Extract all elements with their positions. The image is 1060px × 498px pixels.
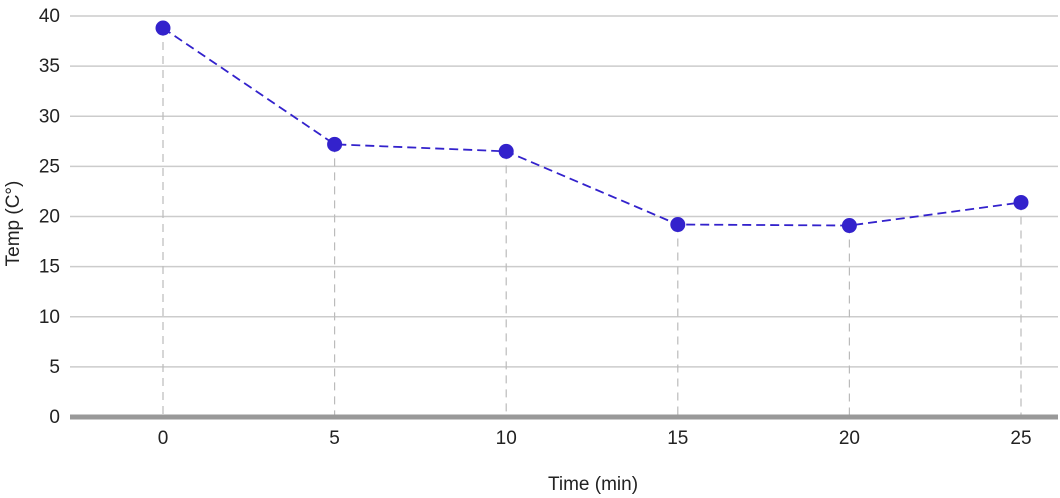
y-axis-title: Temp (C°) — [3, 181, 24, 267]
data-point — [327, 136, 343, 152]
x-droplines — [162, 28, 1022, 417]
x-tick-label: 10 — [496, 428, 517, 449]
x-axis-ticks: 0 5 10 15 20 25 — [158, 428, 1032, 449]
y-tick-label: 15 — [39, 257, 60, 278]
y-tick-label: 25 — [39, 156, 60, 177]
y-tick-label: 40 — [39, 6, 60, 27]
data-point — [841, 218, 857, 234]
y-axis-ticks: 0 5 10 15 20 25 30 35 40 — [39, 6, 60, 428]
y-tick-label: 0 — [49, 407, 60, 428]
series-line — [162, 27, 1022, 227]
y-tick-label: 20 — [39, 207, 60, 228]
y-tick-label: 10 — [39, 307, 60, 328]
x-tick-label: 5 — [329, 428, 340, 449]
x-axis-title: Time (min) — [548, 474, 638, 495]
data-point — [498, 143, 514, 159]
x-tick-label: 0 — [158, 428, 169, 449]
x-tick-label: 20 — [839, 428, 860, 449]
y-gridlines — [70, 15, 1058, 368]
x-tick-label: 25 — [1010, 428, 1031, 449]
y-tick-label: 35 — [39, 56, 60, 77]
data-point — [670, 217, 686, 233]
series-points — [155, 20, 1029, 234]
y-tick-label: 5 — [49, 357, 60, 378]
y-tick-label: 30 — [39, 106, 60, 127]
x-tick-label: 15 — [667, 428, 688, 449]
data-point — [1013, 194, 1029, 210]
data-point — [155, 20, 171, 36]
